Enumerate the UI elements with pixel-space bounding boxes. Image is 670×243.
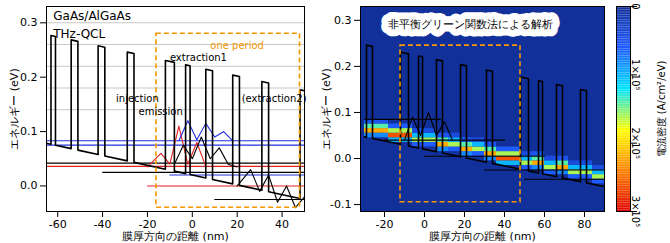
svg-text:0: 0 (421, 218, 428, 231)
svg-text:0.3: 0.3 (334, 14, 352, 27)
svg-text:-20: -20 (138, 218, 157, 232)
svg-text:THz-QCL: THz-QCL (52, 27, 105, 41)
svg-text:電流密度 (A/cm²/eV): 電流密度 (A/cm²/eV) (656, 61, 667, 158)
svg-text:0.0: 0.0 (20, 179, 38, 192)
svg-text:injection: injection (116, 93, 159, 104)
svg-text:20: 20 (230, 218, 244, 231)
svg-text:エネルギー (eV): エネルギー (eV) (8, 68, 21, 149)
svg-text:0.1: 0.1 (20, 125, 38, 138)
svg-text:60: 60 (538, 218, 552, 231)
svg-text:(extraction2): (extraction2) (242, 93, 307, 104)
svg-text:2×10⁵: 2×10⁵ (630, 127, 641, 158)
svg-text:80: 80 (578, 218, 592, 231)
svg-text:emission: emission (138, 106, 182, 117)
svg-text:-40: -40 (94, 218, 112, 231)
svg-text:1×10⁵: 1×10⁵ (630, 59, 641, 90)
svg-text:0.2: 0.2 (20, 71, 38, 84)
svg-text:0.3: 0.3 (20, 16, 38, 29)
svg-text:extraction1: extraction1 (170, 52, 227, 63)
svg-text:-60: -60 (49, 218, 67, 231)
svg-text:-0.1: -0.1 (330, 198, 351, 211)
svg-text:40: 40 (275, 218, 289, 231)
svg-text:エネルギー (eV): エネルギー (eV) (320, 68, 333, 149)
svg-text:0.0: 0.0 (334, 152, 352, 165)
svg-text:非平衡グリーン関数法による解析: 非平衡グリーン関数法による解析 (388, 18, 553, 31)
svg-text:GaAs/AlGaAs: GaAs/AlGaAs (53, 9, 131, 23)
svg-text:0: 0 (188, 218, 196, 232)
svg-text:0.2: 0.2 (334, 60, 352, 73)
svg-text:20: 20 (457, 218, 472, 232)
svg-text:-20: -20 (376, 218, 394, 231)
svg-text:0: 0 (630, 3, 641, 9)
svg-text:40: 40 (497, 218, 512, 232)
svg-text:膜厚方向の距離 (nm): 膜厚方向の距離 (nm) (429, 230, 536, 243)
svg-text:0.1: 0.1 (334, 106, 352, 119)
svg-text:膜厚方向の距離 (nm): 膜厚方向の距離 (nm) (122, 230, 229, 243)
svg-text:3×10⁵: 3×10⁵ (630, 196, 641, 227)
svg-text:one period: one period (210, 40, 264, 51)
